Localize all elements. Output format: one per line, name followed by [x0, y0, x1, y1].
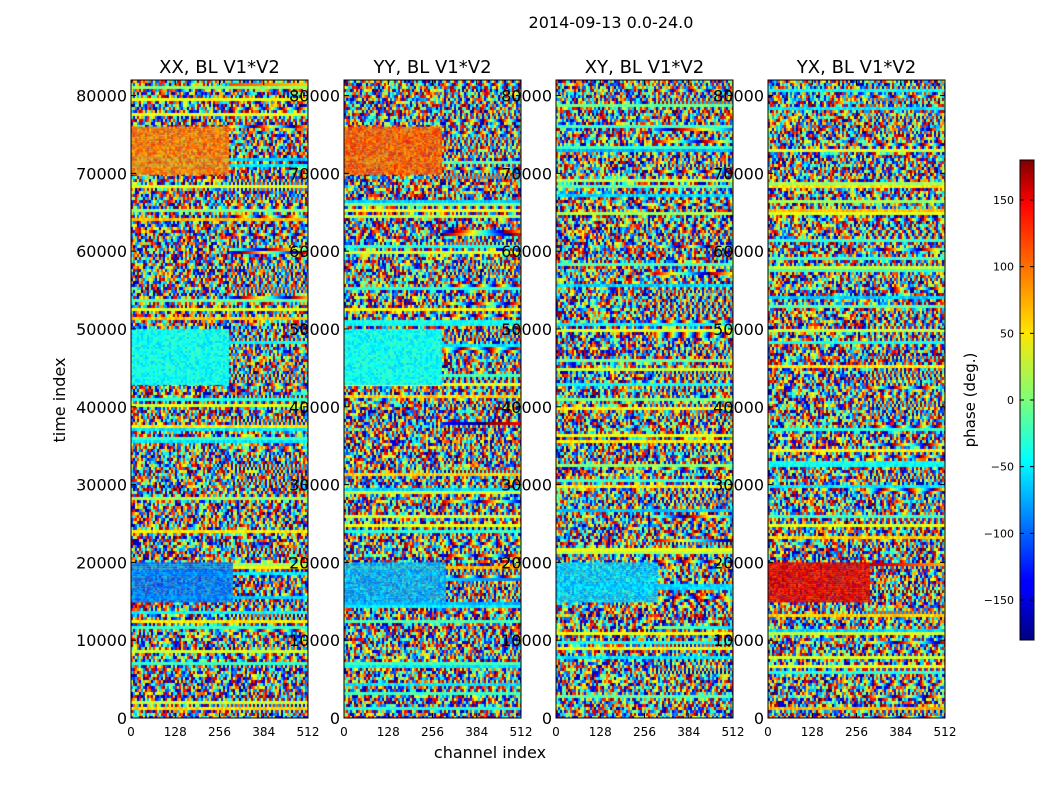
x-tick-label: 128: [801, 725, 824, 739]
y-tick-label: 0: [754, 709, 764, 728]
y-tick-label: 30000: [289, 476, 340, 495]
heatmap-cells: [556, 80, 733, 718]
x-tick-label: 0: [127, 725, 135, 739]
y-tick-label: 70000: [501, 164, 552, 183]
y-tick-label: 50000: [713, 320, 764, 339]
panel-title: YY, BL V1*V2: [372, 57, 491, 78]
heatmap-panel: XY, BL V1*V2 0 128 256 384 512 0 10000 20000 3000…: [501, 57, 744, 739]
panel-title: XX, BL V1*V2: [159, 57, 280, 78]
y-tick-label: 40000: [289, 398, 340, 417]
colorbar-tick-label: −150: [984, 594, 1014, 607]
heatmap-panel: YX, BL V1*V2 0 128 256 384 512 0 10000 20000 3000…: [713, 57, 956, 739]
x-tick-label: 512: [722, 725, 745, 739]
y-tick-label: 30000: [713, 476, 764, 495]
x-tick-label: 0: [764, 725, 772, 739]
heatmap-panel: XX, BL V1*V2 0 128 256 384 512 0 10000 20000 3000…: [76, 57, 319, 739]
x-tick-label: 128: [377, 725, 400, 739]
heatmap-cells: [131, 80, 308, 718]
colorbar: −150 −100 −50 0 50 100 150 phase (deg.): [961, 159, 1035, 641]
y-tick-label: 50000: [289, 320, 340, 339]
colorbar-tick-label: −50: [991, 461, 1014, 474]
y-tick-label: 20000: [713, 553, 764, 572]
panel-title: YX, BL V1*V2: [796, 57, 916, 78]
y-tick-label: 20000: [289, 553, 340, 572]
x-tick-label: 128: [589, 725, 612, 739]
y-tick-label: 30000: [76, 476, 127, 495]
x-tick-label: 384: [252, 725, 275, 739]
y-tick-label: 0: [542, 709, 552, 728]
colorbar-tick-label: 150: [993, 194, 1014, 207]
y-tick-label: 10000: [501, 631, 552, 650]
y-tick-label: 80000: [76, 87, 127, 106]
y-tick-label: 60000: [501, 242, 552, 261]
y-tick-label: 40000: [713, 398, 764, 417]
y-tick-label: 0: [117, 709, 127, 728]
x-axis-label: channel index: [434, 743, 546, 762]
colorbar-tick-label: 50: [1000, 327, 1014, 340]
y-tick-label: 0: [330, 709, 340, 728]
x-tick-label: 384: [889, 725, 912, 739]
x-tick-label: 256: [845, 725, 868, 739]
colorbar-tick-label: 0: [1007, 394, 1014, 407]
heatmap-cells: [344, 80, 521, 718]
figure-title: 2014-09-13 0.0-24.0: [529, 13, 694, 32]
y-tick-label: 10000: [76, 631, 127, 650]
y-tick-label: 80000: [289, 87, 340, 106]
colorbar-tick-label: −100: [984, 527, 1014, 540]
x-tick-label: 256: [633, 725, 656, 739]
y-tick-label: 20000: [76, 553, 127, 572]
colorbar-label: phase (deg.): [961, 353, 979, 448]
y-tick-label: 70000: [76, 164, 127, 183]
y-tick-label: 10000: [713, 631, 764, 650]
colorbar-ticks: −150 −100 −50 0 50 100 150: [984, 194, 1034, 607]
x-tick-label: 256: [421, 725, 444, 739]
x-tick-label: 512: [934, 725, 957, 739]
y-axis-label: time index: [50, 357, 69, 442]
y-tick-label: 40000: [76, 398, 127, 417]
x-tick-label: 512: [510, 725, 533, 739]
y-tick-label: 70000: [289, 164, 340, 183]
y-tick-label: 60000: [76, 242, 127, 261]
x-tick-label: 256: [208, 725, 231, 739]
y-tick-label: 70000: [713, 164, 764, 183]
x-tick-label: 384: [677, 725, 700, 739]
y-tick-label: 80000: [713, 87, 764, 106]
y-tick-label: 80000: [501, 87, 552, 106]
colorbar-tick-label: 100: [993, 261, 1014, 274]
x-tick-label: 128: [164, 725, 187, 739]
x-tick-label: 512: [297, 725, 320, 739]
y-tick-label: 60000: [289, 242, 340, 261]
heatmap-panels: XX, BL V1*V2 0 128 256 384 512 0 10000 20000 3000…: [76, 57, 956, 739]
x-tick-label: 384: [465, 725, 488, 739]
heatmap-panel: YY, BL V1*V2 0 128 256 384 512 0 10000 20000 3000…: [289, 57, 532, 739]
y-tick-label: 50000: [76, 320, 127, 339]
y-tick-label: 60000: [713, 242, 764, 261]
y-tick-label: 10000: [289, 631, 340, 650]
x-tick-label: 0: [552, 725, 560, 739]
y-tick-label: 40000: [501, 398, 552, 417]
panel-title: XY, BL V1*V2: [585, 57, 704, 78]
heatmap-cells: [768, 80, 945, 718]
y-tick-label: 50000: [501, 320, 552, 339]
y-tick-label: 30000: [501, 476, 552, 495]
x-tick-label: 0: [340, 725, 348, 739]
y-tick-label: 20000: [501, 553, 552, 572]
